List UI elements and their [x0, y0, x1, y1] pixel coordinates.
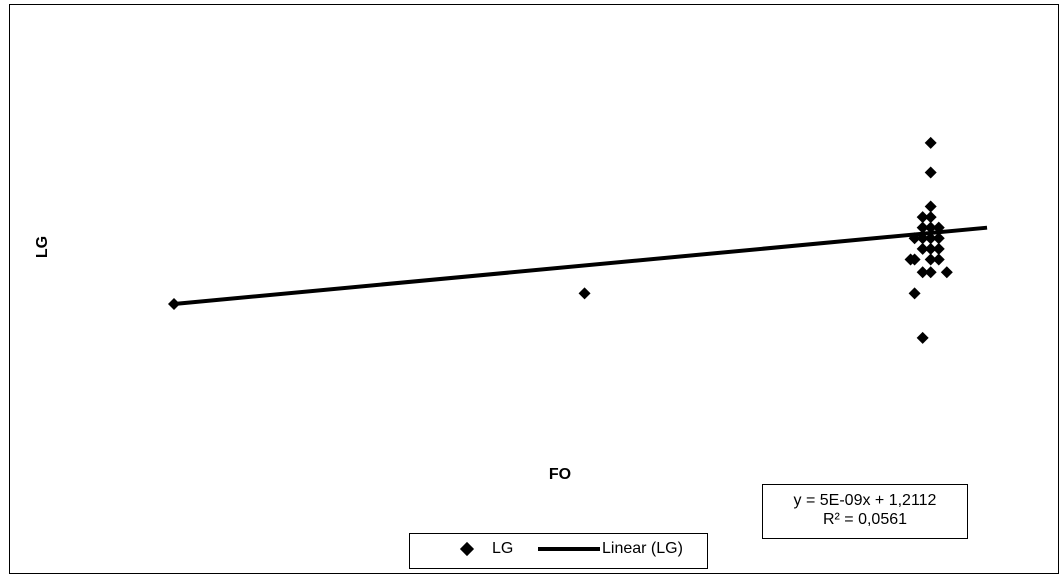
r-squared: R² = 0,0561	[822, 511, 908, 528]
data-point	[924, 232, 937, 245]
data-point	[932, 242, 945, 255]
data-point	[924, 136, 937, 149]
data-point	[916, 221, 929, 234]
legend-marker-line-icon	[538, 547, 600, 551]
legend-label-lg: LG	[492, 540, 514, 557]
data-point	[904, 253, 917, 266]
legend-label-linear: Linear (LG)	[602, 540, 683, 557]
data-point	[924, 211, 937, 224]
trendline-equation-box: y = 5E-09x + 1,2112 R² = 0,0561	[762, 484, 968, 539]
data-point	[578, 287, 591, 300]
data-point	[924, 166, 937, 179]
data-point	[916, 232, 929, 245]
chart-area: LG FO y = 5E-09x + 1,2112 R² = 0,0561 LG…	[9, 4, 1059, 574]
data-point	[932, 221, 945, 234]
scatter-plot	[168, 136, 988, 344]
data-point	[908, 232, 921, 245]
data-point	[932, 232, 945, 245]
data-point	[908, 287, 921, 300]
data-point	[916, 211, 929, 224]
data-point	[916, 266, 929, 279]
data-point	[932, 253, 945, 266]
data-point	[924, 200, 937, 213]
data-point	[924, 242, 937, 255]
legend-marker-diamond-icon	[459, 541, 475, 557]
x-axis-label: FO	[548, 466, 572, 483]
data-point	[940, 266, 953, 279]
data-point	[924, 253, 937, 266]
trendline-equation: y = 5E-09x + 1,2112	[793, 492, 937, 509]
data-point	[924, 221, 937, 234]
trendline	[173, 225, 988, 306]
data-point	[924, 266, 937, 279]
data-point	[168, 298, 180, 310]
y-axis-label: LG	[34, 235, 51, 259]
data-point	[916, 331, 929, 344]
data-point	[916, 242, 929, 255]
legend: LG Linear (LG)	[409, 533, 708, 569]
